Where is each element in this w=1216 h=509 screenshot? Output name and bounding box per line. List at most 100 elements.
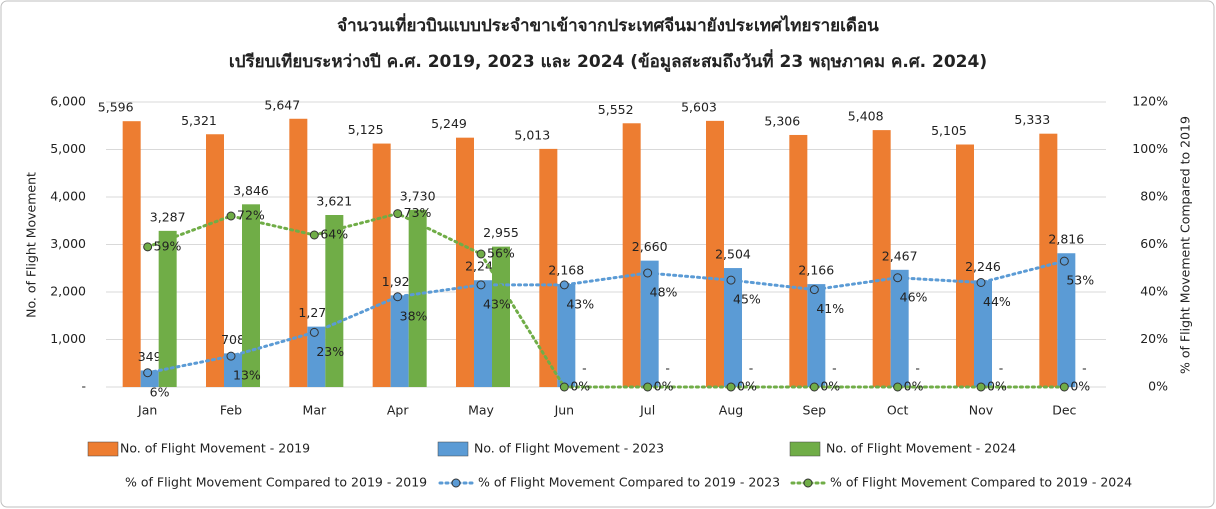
- legend-marker: [451, 478, 461, 488]
- data-label: 0%: [654, 379, 674, 394]
- marker: [809, 382, 819, 392]
- data-label: 43%: [566, 296, 594, 311]
- marker: [809, 285, 819, 295]
- bar: [158, 230, 177, 387]
- legend-swatch: [87, 441, 119, 457]
- x-tick-label: Oct: [887, 403, 909, 418]
- y-tick-label: 3,000: [50, 236, 86, 251]
- data-label: 5,603: [681, 99, 717, 114]
- data-label: 23%: [316, 344, 344, 359]
- bar: [557, 284, 576, 387]
- y-axis-label: No. of Flight Movement: [24, 172, 39, 318]
- x-tick-label: Feb: [220, 403, 242, 418]
- data-label: 5,306: [764, 113, 800, 128]
- y-tick-label: 6,000: [50, 94, 86, 109]
- data-label: 41%: [816, 301, 844, 316]
- bar: [640, 260, 659, 387]
- x-tick-label: May: [468, 403, 494, 418]
- marker: [726, 275, 736, 285]
- bar: [956, 144, 974, 387]
- y-tick-label: 1,000: [50, 331, 86, 346]
- data-label: 72%: [237, 208, 265, 223]
- y2-axis-label: % of Flight Movement Compared to 2019: [1178, 116, 1193, 374]
- data-label: -: [582, 361, 587, 376]
- bar: [456, 137, 474, 387]
- x-tick-label: Apr: [387, 403, 409, 418]
- data-label: 2,504: [715, 247, 751, 262]
- bar: [372, 143, 391, 387]
- data-label: 13%: [233, 368, 261, 383]
- data-label: -: [832, 361, 837, 376]
- y-tick-label: 4,000: [50, 189, 86, 204]
- data-label: 5,249: [431, 116, 467, 131]
- data-label: 5,596: [98, 100, 134, 115]
- bar: [206, 134, 224, 387]
- x-tick-label: Jan: [137, 403, 157, 418]
- data-label: 46%: [900, 289, 928, 304]
- data-label: 5,647: [264, 97, 300, 112]
- marker: [1059, 382, 1069, 392]
- data-label: 5,552: [598, 102, 634, 117]
- x-tick-label: Aug: [719, 403, 743, 418]
- x-tick-label: Jun: [554, 403, 575, 418]
- data-label: 2,816: [1048, 232, 1084, 247]
- bar: [224, 353, 242, 387]
- data-label: 0%: [987, 379, 1007, 394]
- y2-tick-label: 100%: [1132, 141, 1168, 156]
- data-label: 2,168: [548, 263, 584, 278]
- data-label: -: [749, 361, 754, 376]
- marker: [309, 327, 319, 337]
- data-label: -: [665, 361, 670, 376]
- marker: [726, 382, 736, 392]
- marker: [893, 273, 903, 283]
- marker: [143, 368, 153, 378]
- bar: [307, 326, 326, 387]
- marker: [643, 382, 653, 392]
- bar: [807, 284, 826, 387]
- data-label: 64%: [320, 227, 348, 242]
- data-label: 0%: [820, 379, 840, 394]
- data-label: 1,271: [298, 305, 334, 320]
- line: [146, 259, 1066, 375]
- data-label: -: [1082, 361, 1087, 376]
- data-label: 2,955: [483, 225, 519, 240]
- bar: [890, 269, 909, 387]
- data-label: 5,125: [348, 122, 384, 137]
- marker: [559, 382, 569, 392]
- bar: [974, 280, 992, 387]
- marker: [476, 280, 486, 290]
- bar: [408, 209, 427, 387]
- line: [146, 212, 1066, 389]
- data-label: 5,333: [1014, 112, 1050, 127]
- legend-label: No. of Flight Movement - 2024: [826, 441, 1016, 456]
- data-label: 0%: [904, 379, 924, 394]
- marker: [143, 242, 153, 252]
- legend-label: % of Flight Movement Compared to 2019 - …: [830, 475, 1132, 490]
- marker: [226, 211, 236, 221]
- data-label: 56%: [487, 246, 515, 261]
- data-label: 0%: [570, 379, 590, 394]
- data-label: 2,467: [882, 248, 918, 263]
- x-tick-label: Jul: [639, 403, 655, 418]
- data-label: 708: [221, 332, 245, 347]
- data-label: 43%: [483, 296, 511, 311]
- data-label: 5,013: [514, 127, 550, 142]
- data-label: 38%: [400, 308, 428, 323]
- y2-tick-label: 120%: [1132, 94, 1168, 109]
- bar: [122, 121, 141, 387]
- bar: [622, 123, 641, 387]
- bar: [242, 204, 260, 387]
- y2-tick-label: 80%: [1140, 189, 1168, 204]
- marker: [976, 278, 986, 287]
- bar: [1057, 253, 1076, 387]
- bar: [1039, 133, 1058, 387]
- bar: [789, 134, 808, 387]
- data-label: 73%: [404, 205, 432, 220]
- y2-tick-label: 0%: [1148, 379, 1168, 394]
- legend-swatch: [437, 441, 469, 457]
- data-label: 59%: [154, 238, 182, 253]
- bar: [872, 130, 891, 387]
- bar: [289, 118, 308, 387]
